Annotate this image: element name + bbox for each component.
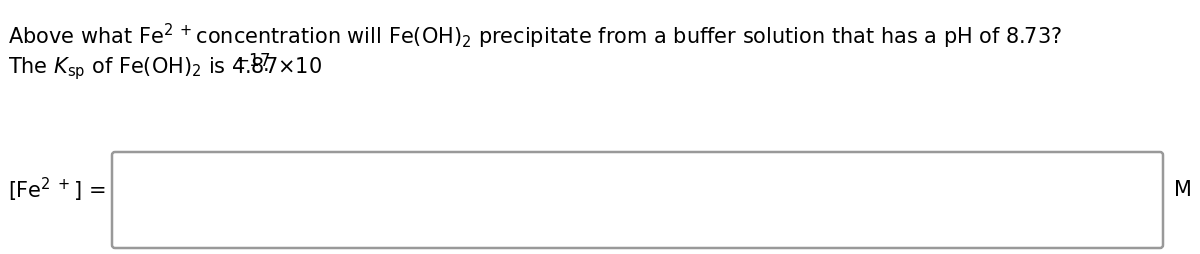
Text: .: . <box>263 55 270 75</box>
FancyBboxPatch shape <box>112 152 1163 248</box>
Text: M: M <box>1174 180 1192 200</box>
Text: Above what Fe$^{2\ +}$concentration will Fe(OH)$_2$ precipitate from a buffer so: Above what Fe$^{2\ +}$concentration will… <box>8 22 1062 51</box>
Text: The $K_{\mathregular{sp}}$ of Fe(OH)$_2$ is 4.87$\times$10: The $K_{\mathregular{sp}}$ of Fe(OH)$_2$… <box>8 55 322 82</box>
Text: $-$17: $-$17 <box>235 52 271 70</box>
Text: [Fe$^{2\ +}$] =: [Fe$^{2\ +}$] = <box>8 176 106 204</box>
